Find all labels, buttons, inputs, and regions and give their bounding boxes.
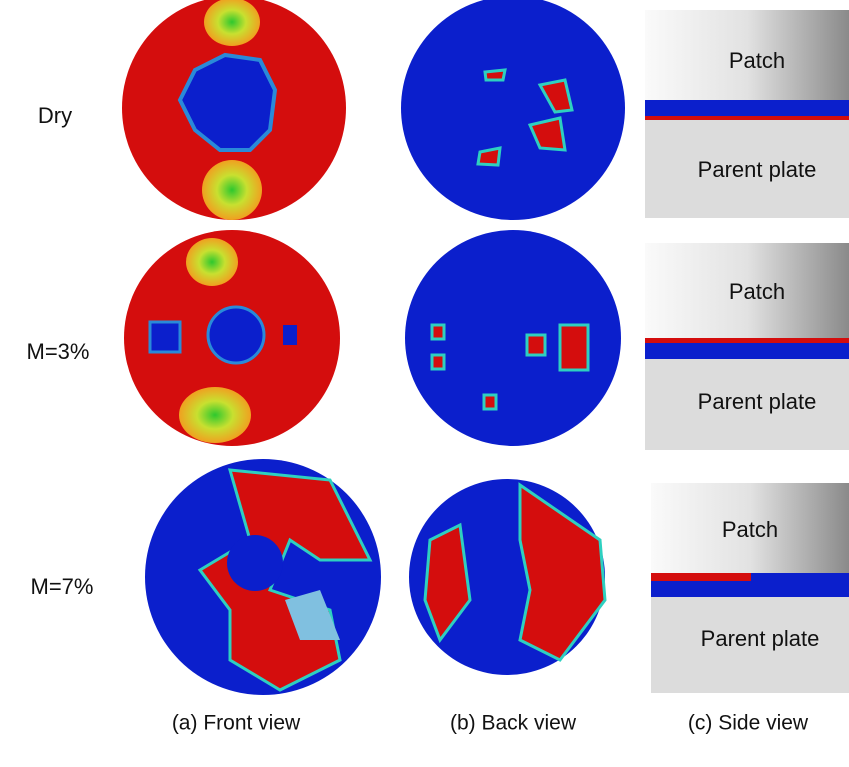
side-panel	[651, 483, 849, 693]
row-label: M=7%	[31, 574, 94, 599]
front-contour	[124, 230, 340, 446]
parent-label: Parent plate	[701, 626, 820, 651]
column-label: (c) Side view	[688, 712, 809, 735]
parent-label: Parent plate	[698, 157, 817, 182]
patch-label: Patch	[729, 279, 785, 304]
row-label: M=3%	[27, 339, 90, 364]
column-label: (a) Front view	[172, 712, 301, 735]
side-panel	[645, 10, 849, 218]
back-contour	[405, 230, 621, 446]
patch-label: Patch	[729, 48, 785, 73]
front-contour	[145, 459, 381, 695]
parent-label: Parent plate	[698, 389, 817, 414]
row-label: Dry	[38, 103, 72, 128]
side-panel	[645, 243, 849, 450]
column-label: (b) Back view	[450, 712, 577, 735]
back-contour	[409, 479, 607, 675]
patch-label: Patch	[722, 517, 778, 542]
back-contour	[401, 0, 625, 220]
front-contour	[122, 0, 346, 220]
